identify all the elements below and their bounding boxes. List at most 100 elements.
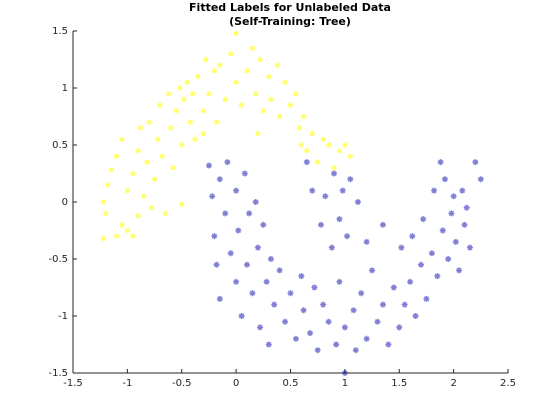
point xyxy=(339,187,346,194)
point xyxy=(137,125,144,131)
point xyxy=(292,335,299,342)
point xyxy=(253,91,259,97)
point xyxy=(100,235,107,242)
point xyxy=(144,159,150,165)
point xyxy=(105,182,111,188)
point xyxy=(331,165,337,171)
point xyxy=(274,62,281,68)
point xyxy=(354,199,361,205)
point xyxy=(336,148,343,154)
point xyxy=(265,341,272,348)
point xyxy=(162,210,169,216)
y-tick-label: -1.5 xyxy=(48,368,68,379)
point xyxy=(347,153,353,159)
point xyxy=(309,187,316,194)
point xyxy=(344,233,351,240)
point xyxy=(320,136,326,142)
point xyxy=(409,233,416,240)
point xyxy=(304,148,310,154)
point xyxy=(113,153,120,159)
point xyxy=(141,193,147,199)
point xyxy=(173,108,179,114)
point xyxy=(363,238,370,245)
point xyxy=(233,30,239,36)
point xyxy=(159,153,165,159)
point xyxy=(298,273,305,280)
point xyxy=(277,113,283,120)
point xyxy=(108,167,114,173)
point xyxy=(213,261,220,268)
point xyxy=(336,278,343,285)
point xyxy=(336,216,343,223)
point xyxy=(238,313,245,319)
point xyxy=(176,85,183,91)
point xyxy=(398,244,405,251)
point xyxy=(157,102,163,108)
point xyxy=(260,221,267,228)
point xyxy=(211,233,218,240)
x-tick-label: -1 xyxy=(122,378,132,389)
point xyxy=(441,176,448,183)
point xyxy=(170,165,176,171)
point xyxy=(463,204,470,211)
point xyxy=(200,108,207,114)
point xyxy=(222,210,229,217)
y-tick-label: -1 xyxy=(58,311,68,322)
point xyxy=(124,227,130,234)
y-tick-label: 1.5 xyxy=(52,26,68,37)
x-tick-label: 1.5 xyxy=(391,378,407,389)
point xyxy=(266,74,272,80)
point xyxy=(135,213,141,219)
x-tick-label: 2.5 xyxy=(500,378,516,389)
point xyxy=(282,79,288,85)
point xyxy=(325,318,332,325)
point xyxy=(113,233,120,239)
point xyxy=(222,96,228,102)
point xyxy=(255,131,261,137)
point xyxy=(401,301,408,308)
point xyxy=(369,267,376,274)
point xyxy=(124,188,130,194)
point xyxy=(423,295,430,302)
point xyxy=(192,136,198,142)
point xyxy=(303,159,310,166)
x-tick-label: -0.5 xyxy=(172,378,192,389)
point xyxy=(428,250,435,257)
point xyxy=(244,68,250,74)
point xyxy=(224,159,231,166)
point xyxy=(459,187,466,194)
point xyxy=(257,324,264,331)
point xyxy=(181,96,187,102)
point xyxy=(119,136,125,142)
x-tick-label: -1.5 xyxy=(63,378,83,389)
point xyxy=(293,91,299,97)
point xyxy=(418,261,424,268)
point xyxy=(244,261,250,268)
point xyxy=(439,227,446,234)
point xyxy=(320,301,327,308)
point xyxy=(254,244,261,251)
point xyxy=(311,284,318,291)
point xyxy=(187,119,194,125)
point xyxy=(452,238,459,245)
point xyxy=(216,295,223,302)
point xyxy=(135,148,141,154)
chart-title: Fitted Labels for Unlabeled Data xyxy=(189,1,391,14)
point xyxy=(472,159,479,166)
point xyxy=(146,119,152,125)
point xyxy=(352,347,359,354)
point xyxy=(271,301,278,308)
point xyxy=(282,318,289,325)
point xyxy=(434,273,441,280)
point xyxy=(206,91,212,97)
point xyxy=(213,119,220,125)
point xyxy=(307,330,314,337)
point xyxy=(314,347,321,354)
point xyxy=(241,170,248,177)
point xyxy=(227,250,234,257)
point xyxy=(342,142,348,148)
y-tick-label: 0 xyxy=(62,197,68,208)
point xyxy=(328,244,335,251)
point xyxy=(412,313,419,319)
